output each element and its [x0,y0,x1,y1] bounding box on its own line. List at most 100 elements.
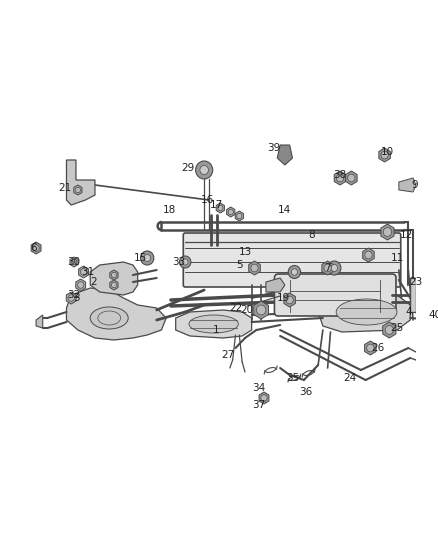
Text: 27: 27 [221,350,234,360]
Polygon shape [363,248,374,262]
Polygon shape [31,242,41,254]
Circle shape [251,264,258,272]
Circle shape [78,282,84,288]
Polygon shape [36,315,43,328]
Polygon shape [66,292,76,304]
Circle shape [367,344,374,352]
Text: 31: 31 [81,267,94,277]
Polygon shape [235,211,244,221]
Text: 22: 22 [229,303,242,313]
Text: 23: 23 [410,277,423,287]
Circle shape [33,245,39,251]
Text: 9: 9 [412,180,418,190]
Circle shape [324,264,331,272]
Text: 7: 7 [324,263,331,273]
Polygon shape [90,262,138,295]
Circle shape [256,305,266,315]
Text: 12: 12 [400,230,413,240]
Polygon shape [110,280,118,290]
Text: 11: 11 [390,253,403,263]
Text: 20: 20 [240,305,254,315]
Polygon shape [176,310,252,338]
Polygon shape [425,310,438,326]
Text: 4: 4 [405,307,412,317]
Text: 18: 18 [162,205,176,215]
Polygon shape [277,145,293,165]
Circle shape [144,254,151,262]
Text: 8: 8 [308,230,315,240]
Text: 1: 1 [213,325,220,335]
Text: 14: 14 [278,205,292,215]
Polygon shape [74,185,82,195]
Circle shape [286,296,293,304]
Polygon shape [67,288,166,340]
Polygon shape [381,224,394,240]
Circle shape [381,151,388,159]
Polygon shape [266,278,285,292]
Circle shape [218,205,223,211]
Circle shape [228,209,233,215]
Polygon shape [226,207,235,217]
Circle shape [291,269,297,275]
Polygon shape [322,261,333,275]
Polygon shape [254,301,268,319]
Polygon shape [364,341,376,355]
Text: 5: 5 [236,260,243,270]
Text: 19: 19 [276,293,290,303]
FancyBboxPatch shape [275,274,396,316]
Polygon shape [216,203,224,213]
Circle shape [348,174,355,182]
Polygon shape [383,322,396,338]
Polygon shape [410,278,416,312]
Circle shape [141,251,154,265]
Text: 32: 32 [67,290,81,300]
Text: 25: 25 [390,323,403,333]
Circle shape [261,395,267,401]
Polygon shape [249,261,260,275]
Text: 40: 40 [428,310,438,320]
Text: 24: 24 [343,373,356,383]
Text: 26: 26 [371,343,385,353]
Circle shape [182,259,188,265]
Circle shape [383,228,392,237]
Text: 38: 38 [333,170,346,180]
Polygon shape [334,171,346,185]
Polygon shape [318,292,410,332]
Ellipse shape [90,307,128,329]
Circle shape [288,265,300,279]
Polygon shape [346,171,357,185]
Text: 6: 6 [30,243,36,253]
Polygon shape [379,148,390,162]
Circle shape [111,272,117,278]
Text: 37: 37 [252,400,265,410]
Circle shape [81,269,87,276]
Circle shape [385,326,393,334]
Polygon shape [76,279,86,291]
Text: 10: 10 [381,147,394,157]
Polygon shape [79,266,88,278]
Text: 33: 33 [172,257,185,267]
Circle shape [75,187,81,193]
Circle shape [111,282,117,288]
Text: 35: 35 [286,373,299,383]
Polygon shape [67,160,95,205]
Polygon shape [259,392,269,404]
Circle shape [336,174,344,182]
Circle shape [180,256,191,268]
Text: 3: 3 [73,293,79,303]
Text: 13: 13 [238,247,251,257]
Text: 36: 36 [299,387,312,397]
Polygon shape [70,257,78,267]
Circle shape [428,313,436,322]
Polygon shape [110,270,118,280]
Circle shape [365,251,372,259]
Text: 16: 16 [201,195,214,205]
Polygon shape [399,178,416,192]
FancyBboxPatch shape [183,233,401,287]
Text: 2: 2 [90,277,96,287]
Circle shape [328,261,341,275]
Text: 34: 34 [252,383,265,393]
Circle shape [331,264,338,271]
Text: 17: 17 [210,200,223,210]
Text: 39: 39 [267,143,280,153]
